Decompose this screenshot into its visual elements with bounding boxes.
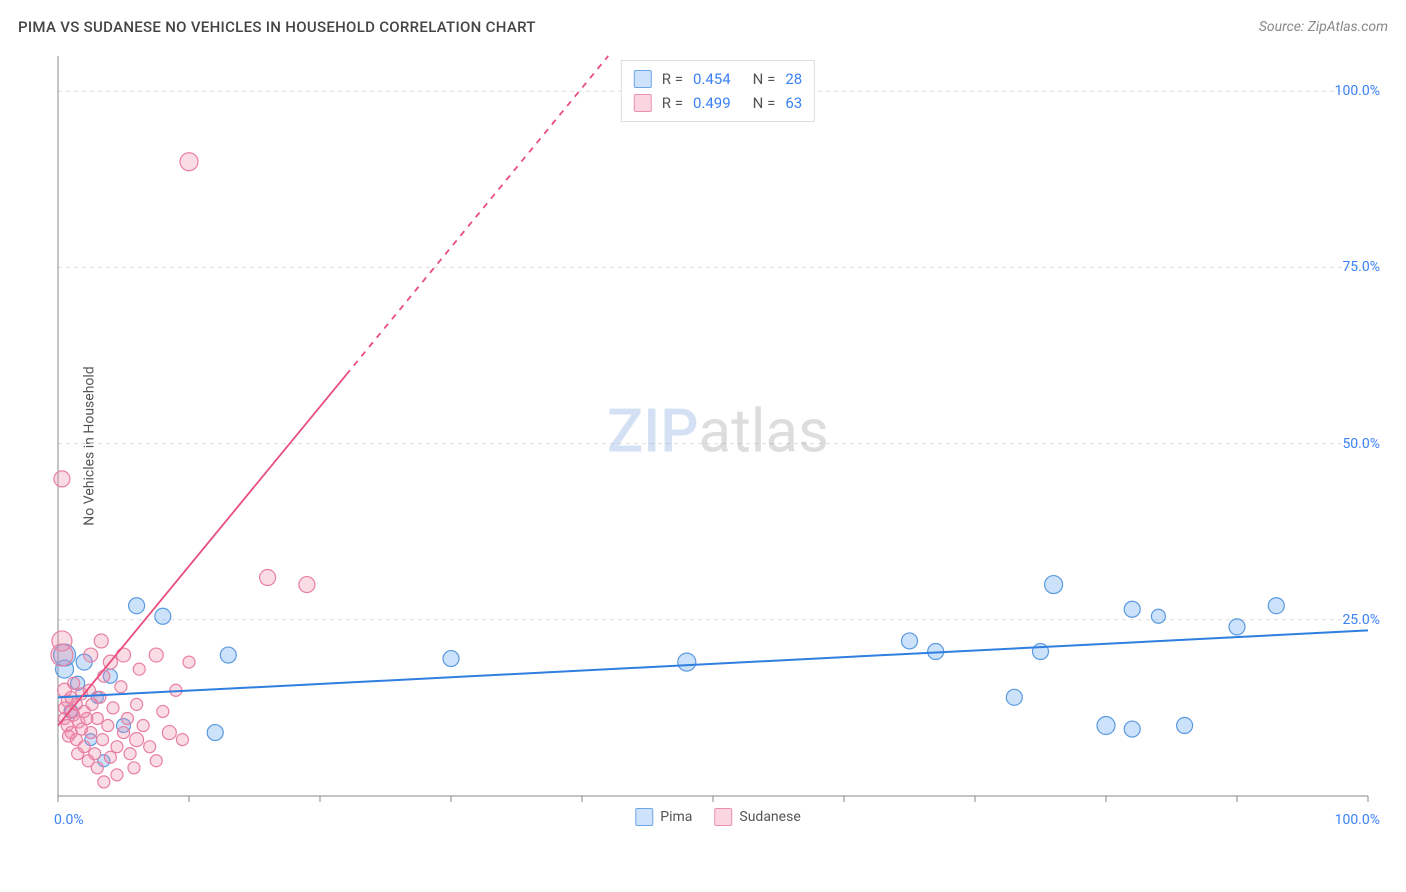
series-legend-label: Pima (660, 809, 692, 825)
legend-swatch (634, 70, 652, 88)
y-tick-label: 25.0% (1342, 612, 1380, 628)
y-tick-label: 50.0% (1342, 436, 1380, 452)
scatter-plot (50, 52, 1386, 842)
chart-area: ZIPatlas R = 0.454 N = 28 R = 0.499 N = … (50, 52, 1386, 842)
stats-n-value: 63 (785, 91, 802, 115)
stats-r-label: R = (662, 91, 683, 115)
stats-n-label: N = (753, 91, 776, 115)
chart-header: PIMA VS SUDANESE NO VEHICLES IN HOUSEHOL… (18, 18, 1388, 36)
x-origin-label: 0.0% (54, 812, 84, 828)
series-legend-item: Sudanese (714, 808, 800, 826)
legend-swatch (634, 94, 652, 112)
legend-swatch (714, 808, 732, 826)
stats-r-value: 0.454 (693, 67, 731, 91)
chart-title: PIMA VS SUDANESE NO VEHICLES IN HOUSEHOL… (18, 18, 536, 36)
stats-n-label: N = (753, 67, 776, 91)
series-legend: Pima Sudanese (635, 808, 801, 826)
stats-n-value: 28 (785, 67, 802, 91)
y-tick-label: 100.0% (1335, 83, 1380, 99)
chart-source: Source: ZipAtlas.com (1259, 19, 1388, 35)
y-tick-label: 75.0% (1342, 259, 1380, 275)
series-legend-label: Sudanese (739, 809, 800, 825)
stats-legend-row: R = 0.499 N = 63 (634, 91, 802, 115)
stats-r-label: R = (662, 67, 683, 91)
x-max-label: 100.0% (1335, 812, 1380, 828)
stats-r-value: 0.499 (693, 91, 731, 115)
stats-legend: R = 0.454 N = 28 R = 0.499 N = 63 (621, 60, 815, 122)
stats-legend-row: R = 0.454 N = 28 (634, 67, 802, 91)
series-legend-item: Pima (635, 808, 692, 826)
legend-swatch (635, 808, 653, 826)
